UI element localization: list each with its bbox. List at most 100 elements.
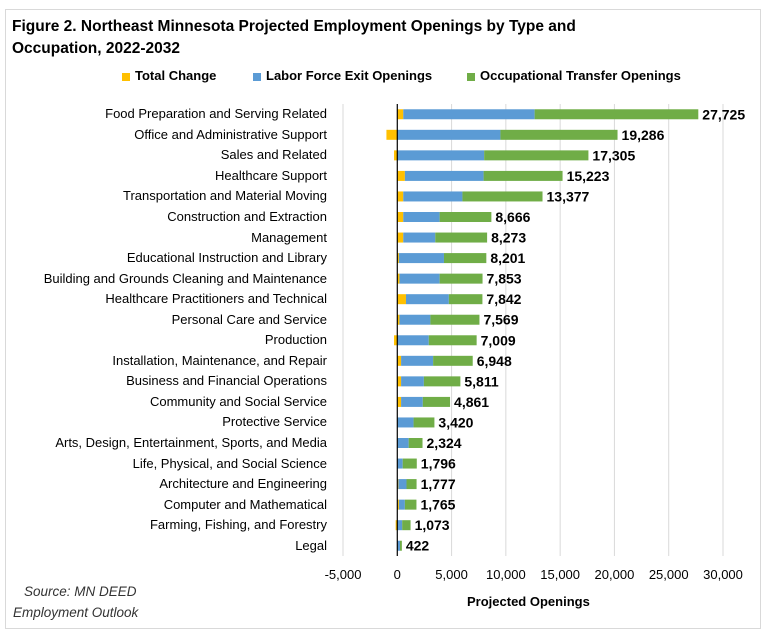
bar-segment-labor-force-exit-openings	[398, 253, 444, 264]
bar-segment-total-change	[397, 294, 406, 305]
bar-segment-total-change	[397, 232, 404, 243]
bar-segment-labor-force-exit-openings	[403, 212, 440, 222]
bar-segment-labor-force-exit-openings	[401, 355, 434, 366]
x-tick-label: 15,000	[540, 567, 581, 582]
bar-segment-total-change	[397, 355, 402, 366]
bar-segment-labor-force-exit-openings	[399, 273, 440, 284]
legend-label: Total Change	[135, 68, 217, 83]
x-tick-label: 0	[393, 567, 401, 582]
bar-segment-labor-force-exit-openings	[403, 109, 535, 120]
bar-segment-total-change	[386, 129, 398, 140]
data-label: 7,009	[481, 332, 516, 348]
data-label: 3,420	[438, 414, 473, 430]
x-axis-label: Projected Openings	[467, 594, 590, 609]
bar-segment-labor-force-exit-openings	[398, 499, 405, 510]
bar-segment-total-change	[397, 314, 400, 325]
bar-segment-total-change	[397, 109, 404, 120]
x-tick-label: 25,000	[648, 567, 689, 582]
category-label: Personal Care and Service	[171, 311, 327, 327]
data-label: 1,777	[421, 476, 456, 492]
bar-segment-occupational-transfer-openings	[462, 191, 543, 202]
source-line-2: Employment Outlook	[13, 605, 139, 620]
bar-segment-labor-force-exit-openings	[397, 540, 400, 551]
bar-segment-occupational-transfer-openings	[443, 253, 487, 264]
x-tick-label: 30,000	[703, 567, 743, 582]
category-label: Food Preparation and Serving Related	[105, 106, 327, 122]
data-label: 7,853	[487, 271, 522, 287]
bar-segment-labor-force-exit-openings	[398, 479, 407, 490]
bar-segment-occupational-transfer-openings	[402, 458, 417, 469]
x-tick-label: -5,000	[324, 567, 362, 582]
category-label: Transportation and Material Moving	[122, 188, 327, 204]
category-label: Construction and Extraction	[167, 209, 327, 224]
bar-segment-labor-force-exit-openings	[401, 396, 423, 407]
bar-segment-total-change	[397, 253, 399, 264]
data-label: 17,305	[592, 147, 635, 163]
bar-segment-labor-force-exit-openings	[397, 129, 501, 140]
bar-segment-occupational-transfer-openings	[483, 170, 563, 181]
data-label: 7,842	[486, 291, 521, 307]
bar-segment-occupational-transfer-openings	[400, 540, 402, 551]
category-label: Architecture and Engineering	[159, 476, 327, 492]
bar-segment-occupational-transfer-openings	[408, 438, 423, 448]
category-label: Business and Financial Operations	[126, 373, 327, 389]
bar-segment-labor-force-exit-openings	[403, 232, 436, 243]
data-label: 422	[406, 538, 430, 554]
data-label: 6,948	[477, 353, 512, 369]
x-tick-label: 20,000	[594, 567, 635, 582]
category-label: Sales and Related	[220, 147, 327, 163]
bar-segment-labor-force-exit-openings	[397, 458, 403, 469]
category-label: Life, Physical, and Social Science	[132, 455, 327, 471]
data-label: 13,377	[547, 188, 590, 204]
bar-segment-labor-force-exit-openings	[397, 520, 403, 531]
bar-segment-total-change	[397, 273, 400, 284]
x-tick-label: 5,000	[435, 567, 468, 582]
bar-segment-total-change	[397, 212, 404, 222]
data-label: 1,796	[421, 456, 456, 472]
data-label: 2,324	[427, 435, 462, 451]
bar-segment-occupational-transfer-openings	[422, 396, 451, 407]
bar-segment-labor-force-exit-openings	[403, 191, 463, 202]
bar-segment-occupational-transfer-openings	[484, 150, 589, 161]
data-label: 8,666	[495, 209, 530, 225]
bar-segment-labor-force-exit-openings	[397, 335, 429, 346]
bar-segment-occupational-transfer-openings	[402, 520, 411, 531]
data-label: 19,286	[622, 127, 665, 143]
bar-segment-occupational-transfer-openings	[428, 335, 477, 346]
category-label: Educational Instruction and Library	[126, 250, 327, 266]
category-label: Computer and Mathematical	[163, 496, 327, 512]
category-label: Healthcare Support	[214, 167, 327, 183]
bar-segment-labor-force-exit-openings	[397, 150, 485, 161]
category-label: Farming, Fishing, and Forestry	[149, 517, 327, 533]
legend-swatch-icon	[253, 72, 261, 81]
data-label: 8,273	[491, 230, 526, 246]
data-label: 7,569	[483, 312, 518, 328]
data-label: 5,811	[464, 373, 498, 389]
bar-segment-labor-force-exit-openings	[401, 376, 424, 387]
bar-segment-labor-force-exit-openings	[397, 438, 409, 448]
category-label: Management	[251, 229, 327, 245]
bar-segment-total-change	[394, 150, 398, 161]
data-label: 8,201	[490, 250, 525, 266]
data-label: 4,861	[454, 394, 489, 410]
legend-swatch-icon	[467, 72, 475, 81]
chart-title: Figure 2. Northeast Minnesota Projected …	[12, 18, 576, 57]
bar-segment-total-change	[394, 335, 398, 346]
bar-segment-occupational-transfer-openings	[413, 417, 435, 428]
category-label: Installation, Maintenance, and Repair	[112, 352, 327, 368]
data-label: 1,765	[420, 497, 455, 513]
legend-item-occupational-transfer: Occupational Transfer Openings	[467, 68, 681, 83]
data-label: 27,725	[702, 106, 745, 122]
category-label: Community and Social Service	[149, 393, 327, 409]
category-label: Production	[264, 332, 327, 348]
bar-segment-occupational-transfer-openings	[448, 294, 483, 305]
bar-segment-labor-force-exit-openings	[404, 170, 484, 181]
bar-segment-total-change	[397, 376, 402, 387]
bar-segment-occupational-transfer-openings	[433, 355, 473, 366]
category-label: Office and Administrative Support	[134, 126, 327, 142]
bar-segment-total-change	[397, 396, 402, 407]
legend-item-labor-force-exit: Labor Force Exit Openings	[253, 68, 432, 83]
category-label: Building and Grounds Cleaning and Mainte…	[43, 270, 327, 286]
category-label: Legal	[295, 537, 327, 553]
